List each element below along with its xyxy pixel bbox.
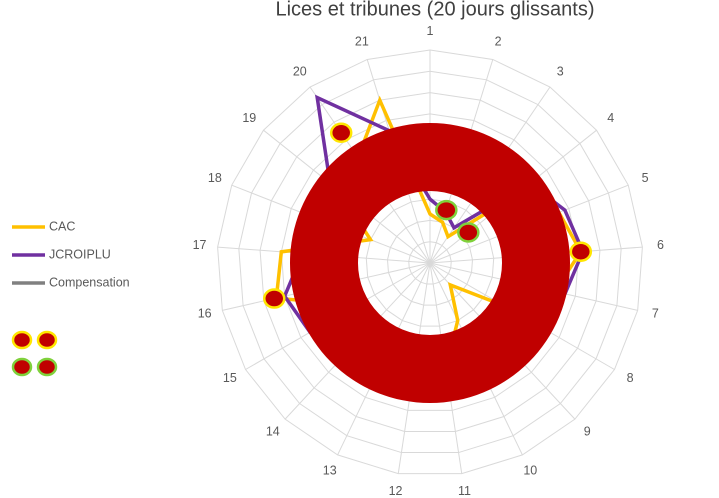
category-label: 14 [266,425,280,439]
category-label: 1 [427,24,434,38]
legend: CAC JCROIPLU Compensation [11,219,130,377]
category-label: 20 [293,64,307,78]
grid-ring [365,198,495,327]
donut [290,123,570,403]
category-label: 16 [198,307,212,321]
category-label: 12 [389,484,403,498]
category-label: 5 [642,171,649,185]
marker [329,122,353,144]
category-label: 9 [584,425,591,439]
grid-ring [280,113,580,411]
chart-title: Lices et tribunes (20 jours glissants) [275,0,594,20]
marker [457,222,480,243]
category-label: 11 [458,484,471,498]
grid-ring [259,92,601,432]
category-label: 18 [208,171,222,185]
marker [569,241,593,262]
category-label: 6 [657,238,664,252]
category-label: 13 [323,464,337,478]
legend-marker [36,357,58,377]
legend-marker [11,357,33,377]
legend-label: CAC [49,219,75,233]
category-label: 4 [607,111,614,125]
category-label: 10 [523,464,537,478]
legend-label: Compensation [49,275,130,289]
marker [263,288,286,309]
category-label: 2 [495,34,502,48]
category-label: 21 [355,34,369,48]
grid-ring [238,70,622,454]
category-label: 7 [652,307,659,321]
grid-ring [217,49,643,475]
marker [435,199,458,221]
legend-label: JCROIPLU [49,247,111,261]
category-label: 8 [627,371,634,385]
legend-marker [36,330,58,350]
category-label: 15 [223,371,237,385]
category-label: 17 [193,238,207,252]
category-label: 19 [242,111,256,125]
legend-marker [11,330,33,350]
grid-ring [408,241,452,285]
category-label: 3 [557,64,564,78]
